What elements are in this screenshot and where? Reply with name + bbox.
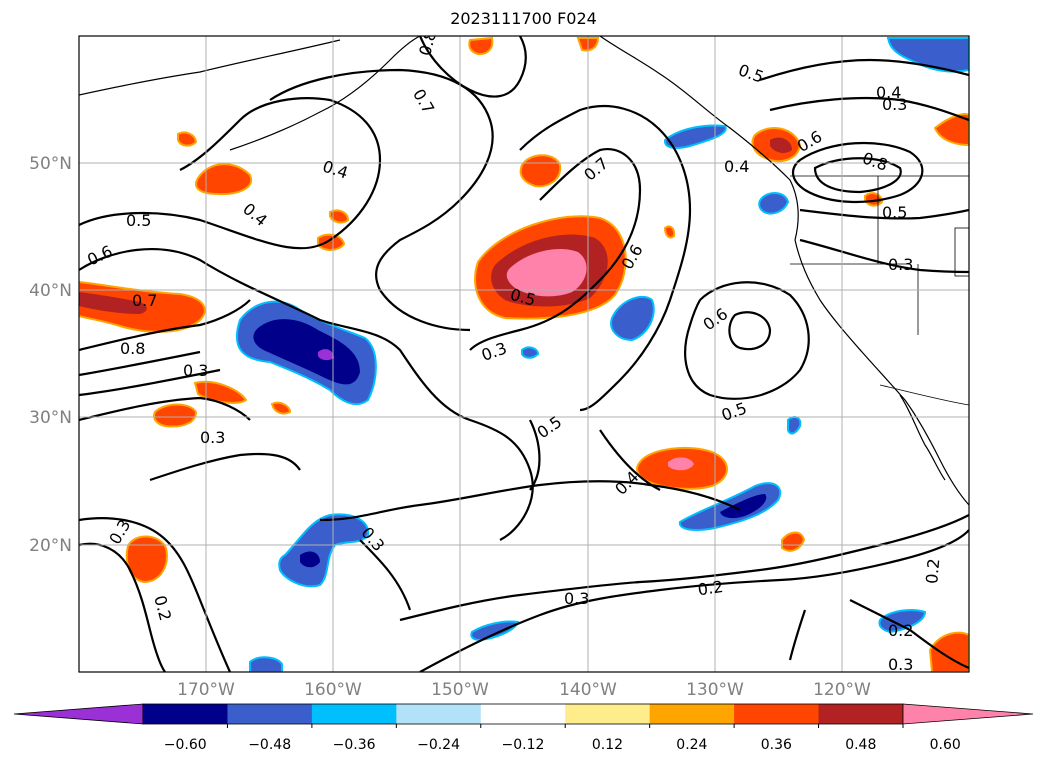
colorbar-tick-label: 0.60 — [930, 737, 961, 753]
contours — [79, 36, 969, 672]
colorbar-tick-label: 0.36 — [761, 737, 792, 753]
lat-label: 50°N — [29, 154, 72, 174]
plot-frame — [78, 35, 970, 673]
contour-label: 0.7 — [132, 291, 157, 310]
lon-label: 160°W — [304, 680, 362, 700]
lon-label: 150°W — [431, 680, 489, 700]
colorbar-segment — [565, 704, 651, 724]
colorbar-tick-label: 0.24 — [676, 737, 707, 753]
colorbar-tick-label: 0.48 — [845, 737, 876, 753]
contour-label: 0.2 — [922, 558, 943, 585]
longitude-labels: 170°W 160°W 150°W 140°W 130°W 120°W — [177, 680, 871, 700]
map-title: 2023111700 F024 — [450, 9, 597, 28]
negative-shading — [235, 37, 969, 672]
colorbar-segment — [734, 704, 820, 724]
colorbar-tick-label: −0.60 — [164, 737, 207, 753]
colorbar-segment — [649, 704, 735, 724]
contour-label: 0.3 — [200, 428, 225, 447]
contour-label: 0.3 — [888, 255, 913, 274]
contour-label: 0.8 — [120, 339, 145, 358]
colorbar-tick-label: −0.24 — [417, 737, 460, 753]
latitude-labels: 50°N 40°N 30°N 20°N — [29, 154, 72, 556]
contour-label: 0.3 — [888, 655, 913, 674]
colorbar-tick-label: −0.48 — [248, 737, 291, 753]
contour-label: 0.5 — [126, 211, 151, 230]
colorbar-tick-label: −0.36 — [333, 737, 376, 753]
colorbar: −0.60 −0.48 −0.36 −0.24 −0.12 0.12 0.24 0.36 0.4… — [13, 703, 1034, 753]
colorbar-segment — [311, 704, 397, 724]
contour-label: 0.5 — [882, 203, 907, 222]
borders — [790, 175, 969, 406]
lon-label: 130°W — [686, 680, 744, 700]
colorbar-segment — [227, 704, 313, 724]
colorbar-segment — [143, 704, 228, 724]
contour-label: 0.3 — [183, 361, 208, 380]
colorbar-segment — [480, 704, 566, 724]
contour-label: 0.2 — [888, 621, 913, 640]
lon-label: 120°W — [813, 680, 871, 700]
contour-label: 0.3 — [564, 589, 589, 608]
contour-label: 0.2 — [697, 577, 725, 599]
colorbar-extend-left — [13, 703, 144, 725]
colorbar-segment — [818, 704, 904, 724]
contour-label: 0.8 — [415, 28, 440, 58]
gridlines — [79, 36, 969, 672]
colorbar-segment — [396, 704, 482, 724]
colorbar-tick-label: −0.12 — [502, 737, 545, 753]
coastlines — [79, 36, 969, 506]
lat-label: 40°N — [29, 281, 72, 301]
lon-label: 140°W — [559, 680, 617, 700]
contour-label: 0.4 — [876, 83, 901, 102]
lon-label: 170°W — [177, 680, 235, 700]
contour-label: 0.3 — [882, 95, 907, 114]
plot-area: 0.4 0.5 0.4 0.6 0.7 0.8 0.3 0.3 0.3 0.2 … — [79, 28, 969, 674]
colorbar-extend-right — [902, 703, 1034, 725]
lat-label: 30°N — [29, 408, 72, 428]
colorbar-tick-label: 0.12 — [592, 737, 623, 753]
contour-label: 0.4 — [724, 157, 749, 176]
lat-label: 20°N — [29, 536, 72, 556]
